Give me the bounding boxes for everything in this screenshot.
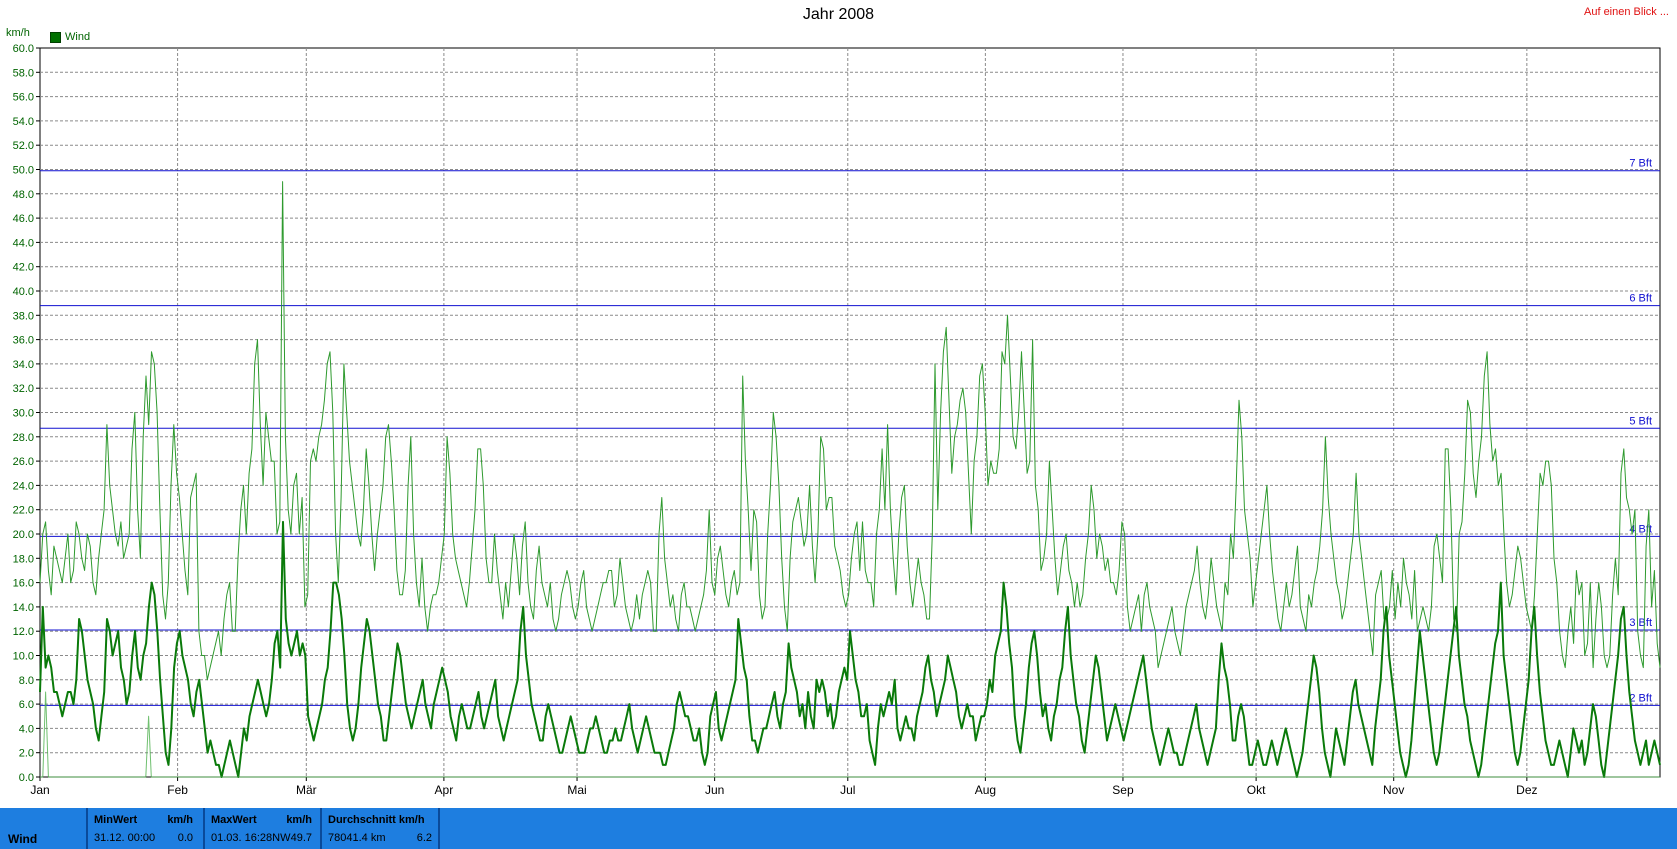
y-tick-label: 4.0 [19, 723, 34, 735]
stats-avg-distance: 78041.4 km [328, 832, 386, 844]
series-mean-line [39, 520, 1661, 778]
x-tick-label: Mär [296, 783, 317, 797]
y-tick-label: 10.0 [13, 651, 34, 663]
x-tick-label: Dez [1516, 783, 1537, 797]
x-tick-label: Feb [167, 783, 188, 797]
beaufort-label: 5 Bft [1629, 415, 1652, 427]
y-tick-label: 38.0 [13, 310, 34, 322]
y-tick-label: 50.0 [13, 165, 34, 177]
x-tick-label: Jan [30, 783, 49, 797]
y-tick-label: 16.0 [13, 578, 34, 590]
legend: Wind [50, 31, 90, 43]
stats-avg-cell: Durchschnitt km/h 78041.4 km 6.2 [320, 808, 440, 849]
stats-min-unit: km/h [167, 814, 193, 826]
series-min-line [40, 691, 1660, 778]
beaufort-label: 3 Bft [1629, 617, 1652, 629]
x-tick-label: Sep [1112, 783, 1134, 797]
beaufort-label: 2 Bft [1629, 692, 1652, 704]
y-tick-label: 54.0 [13, 116, 34, 128]
y-tick-label: 56.0 [13, 92, 34, 104]
stats-series-name: Wind [8, 832, 38, 846]
y-tick-label: 44.0 [13, 237, 34, 249]
y-tick-label: 46.0 [13, 213, 34, 225]
y-tick-label: 42.0 [13, 262, 34, 274]
y-tick-label: 14.0 [13, 602, 34, 614]
x-tick-label: Aug [975, 783, 996, 797]
y-axis-unit: km/h [6, 27, 30, 39]
beaufort-label: 7 Bft [1629, 158, 1652, 170]
y-tick-label: 2.0 [19, 748, 34, 760]
stats-min-value: 0.0 [177, 832, 193, 844]
y-tick-label: 28.0 [13, 432, 34, 444]
chart-title: Jahr 2008 [802, 6, 875, 23]
x-tick-label: Mai [567, 783, 586, 797]
x-tick-label: Apr [435, 783, 454, 797]
y-tick-label: 34.0 [13, 359, 34, 371]
legend-label: Wind [65, 31, 91, 43]
stats-max-date: 01.03. 16:28NW [211, 832, 291, 844]
stats-max-cell: MaxWert km/h 01.03. 16:28NW 49.7 [203, 808, 318, 849]
y-tick-label: 36.0 [13, 335, 34, 347]
x-tick-label: Okt [1247, 783, 1266, 797]
x-tick-label: Jun [705, 783, 724, 797]
y-tick-label: 48.0 [13, 189, 34, 201]
legend-swatch [50, 31, 61, 43]
stats-min-date: 31.12. 00:00 [94, 832, 156, 844]
stats-max-unit: km/h [286, 814, 312, 826]
y-tick-label: 0.0 [19, 772, 34, 784]
stats-min-label: MinWert [94, 814, 138, 826]
x-tick-label: Nov [1383, 783, 1404, 797]
series-max-line [39, 181, 1661, 681]
x-tick-label: Jul [840, 783, 855, 797]
y-tick-label: 18.0 [13, 553, 34, 565]
y-tick-label: 20.0 [13, 529, 34, 541]
stats-avg-unit: km/h [398, 814, 425, 826]
stats-avg-label: Durchschnitt [328, 814, 396, 826]
y-tick-label: 12.0 [13, 626, 34, 638]
stats-avg-value: 6.2 [416, 832, 432, 844]
y-tick-label: 24.0 [13, 480, 34, 492]
stats-bar: Wind MinWert km/h 31.12. 00:00 0.0 MaxWert… [0, 808, 1677, 849]
y-tick-label: 6.0 [19, 699, 34, 711]
y-tick-label: 30.0 [13, 408, 34, 420]
y-tick-label: 22.0 [13, 505, 34, 517]
y-tick-label: 52.0 [13, 140, 34, 152]
stats-min-cell: MinWert km/h 31.12. 00:00 0.0 [86, 808, 199, 849]
beaufort-label: 6 Bft [1629, 293, 1652, 305]
y-tick-label: 8.0 [19, 675, 34, 687]
stats-max-value: 49.7 [290, 832, 312, 844]
y-tick-label: 32.0 [13, 383, 34, 395]
y-tick-label: 40.0 [13, 286, 34, 298]
y-tick-label: 26.0 [13, 456, 34, 468]
overview-link[interactable]: Auf einen Blick ... [1584, 6, 1669, 18]
y-tick-label: 58.0 [13, 67, 34, 79]
stats-max-label: MaxWert [211, 814, 257, 826]
y-tick-label: 60.0 [13, 43, 34, 55]
